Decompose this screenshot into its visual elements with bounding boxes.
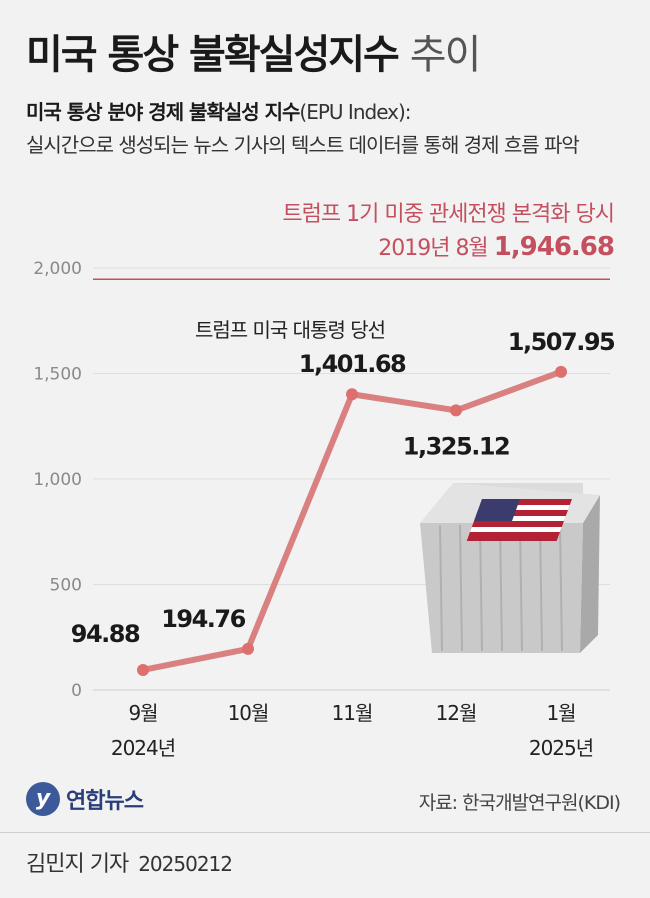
reporter-name: 김민지 기자 (26, 852, 129, 877)
chart-subtitle: 미국 통상 분야 경제 불확실성 지수(EPU Index): 실시간으로 생성되… (26, 96, 626, 162)
election-annotation: 트럼프 미국 대통령 당선 (195, 318, 385, 342)
x-tick-year-label: 2024년 (111, 736, 175, 760)
y-tick-label: 1,500 (33, 365, 82, 385)
y-tick-label: 500 (50, 576, 82, 596)
data-point (450, 404, 462, 417)
data-point (137, 663, 149, 676)
note-value: 1,946.68 (493, 232, 615, 262)
data-label: 1,325.12 (403, 432, 509, 460)
note-date: 2019년 8월 (378, 236, 488, 261)
us-flag-shipping-container-icon (420, 483, 600, 653)
data-point (346, 388, 358, 401)
data-label: 1,507.95 (508, 328, 615, 356)
subtitle-paren: (EPU Index): (299, 100, 411, 124)
byline-date: 20250212 (138, 852, 233, 876)
line-chart: 0 500 1,000 1,500 2,000 9월 2024년 10월 11월 12월 1월 20… (33, 259, 617, 760)
x-tick-label: 9월 (128, 701, 157, 725)
title-main: 미국 통상 불확실성지수 (26, 32, 400, 78)
data-points-layer (137, 365, 567, 676)
y-tick-label: 1,000 (33, 470, 82, 490)
subtitle-bold: 미국 통상 분야 경제 불확실성 지수 (26, 100, 300, 124)
data-labels: 94.88 194.76 1,401.68 1,325.12 1,507.95 (71, 328, 617, 648)
data-point (555, 365, 567, 378)
x-tick-label: 11월 (332, 701, 373, 725)
chart-title: 미국 통상 불확실성지수 추이 (26, 22, 482, 80)
data-label: 194.76 (161, 605, 245, 633)
data-point (242, 642, 254, 655)
divider (0, 832, 650, 833)
note-line1: 트럼프 1기 미중 관세전쟁 본격화 당시 (282, 202, 615, 227)
x-tick-labels: 9월 2024년 10월 11월 12월 1월 2025년 (111, 701, 594, 760)
agency-name: 연합뉴스 (66, 789, 144, 814)
source-note: 자료: 한국개발연구원(KDI) (418, 792, 621, 814)
agency-logo: y 연합뉴스 (26, 782, 144, 816)
y-tick-label: 2,000 (33, 259, 82, 279)
reference-note: 트럼프 1기 미중 관세전쟁 본격화 당시 2019년 8월 1,946.68 (282, 198, 615, 265)
x-tick-label: 10월 (228, 701, 269, 725)
title-sub: 추이 (409, 32, 482, 78)
byline: 김민지 기자 20250212 (26, 846, 233, 878)
x-tick-label: 12월 (436, 701, 477, 725)
x-tick-year-label: 2025년 (529, 736, 593, 760)
y-tick-labels: 0 500 1,000 1,500 2,000 (33, 259, 82, 701)
data-label: 1,401.68 (299, 350, 406, 378)
y-tick-label: 0 (71, 681, 82, 701)
subtitle-rest: 실시간으로 생성되는 뉴스 기사의 텍스트 데이터를 통해 경제 흐름 파악 (26, 133, 580, 157)
grid-layer (93, 267, 610, 691)
yonhap-logo-icon: y (26, 782, 60, 816)
data-label: 94.88 (71, 620, 140, 648)
x-tick-label: 1월 (546, 701, 575, 725)
